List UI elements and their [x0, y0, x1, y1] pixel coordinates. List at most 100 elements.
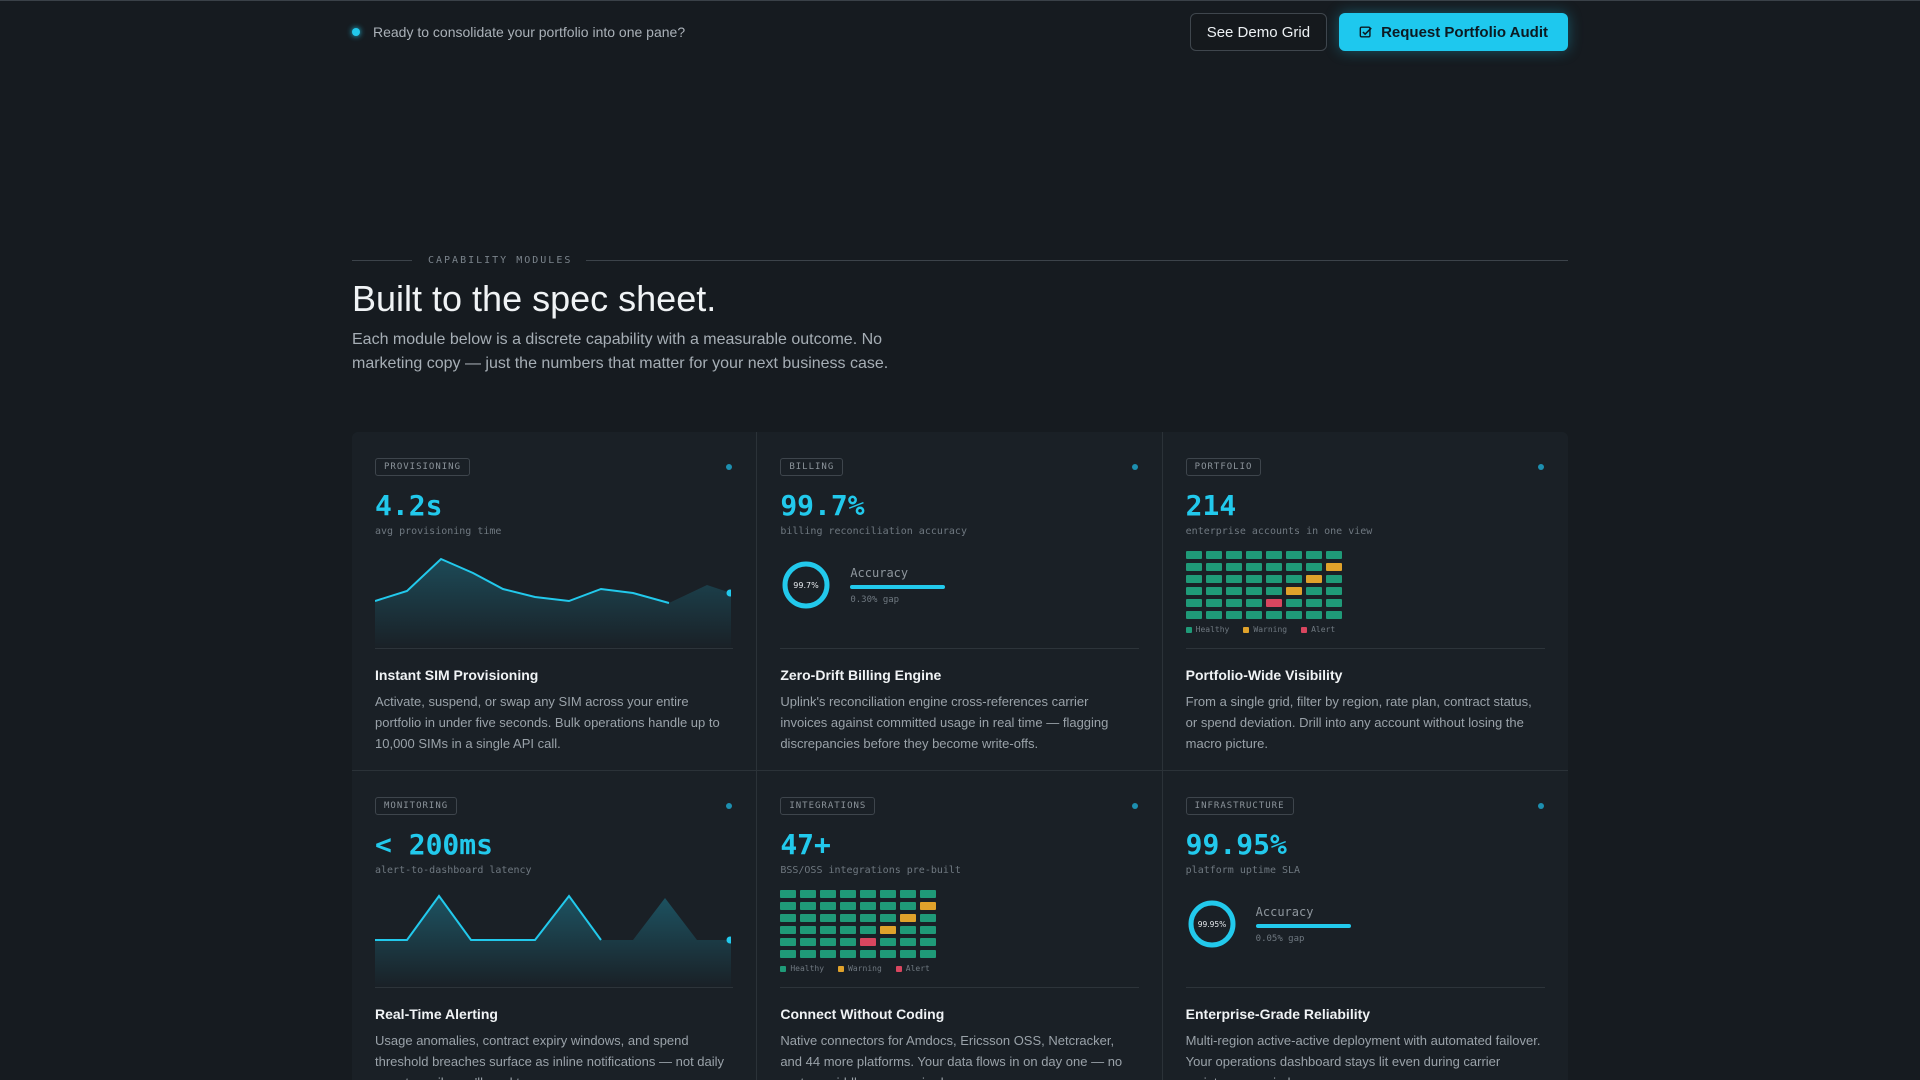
healthy-cell: [1265, 611, 1282, 619]
heatmap-grid: [780, 886, 1138, 958]
healthy-cell: [880, 938, 897, 946]
healthy-cell: [920, 938, 937, 946]
healthy-cell: [1305, 563, 1322, 571]
legend-healthy: Healthy: [790, 964, 825, 973]
gauge-gap: 0.05% gap: [1255, 933, 1305, 944]
healthy-cell: [820, 926, 837, 934]
card-tag: PROVISIONING: [375, 458, 471, 476]
gauge-label: Accuracy: [850, 565, 909, 580]
healthy-cell: [840, 926, 857, 934]
healthy-cell: [1205, 599, 1222, 607]
healthy-cell: [1265, 563, 1282, 571]
card-description: Native connectors for Amdocs, Ericsson O…: [780, 1033, 1123, 1080]
healthy-cell: [1325, 611, 1342, 619]
warning-swatch: [1243, 626, 1250, 633]
card-title: Connect Without Coding: [780, 1006, 945, 1022]
section-title: Built to the spec sheet.: [352, 278, 717, 319]
healthy-cell: [1185, 611, 1202, 619]
card-metric-label: BSS/OSS integrations pre-built: [780, 865, 961, 876]
see-demo-grid-button[interactable]: See Demo Grid: [1189, 13, 1328, 51]
gauge-ring-icon: 99.95%: [1188, 900, 1236, 948]
healthy-cell: [800, 890, 817, 898]
card-metric-label: platform uptime SLA: [1185, 865, 1301, 876]
card-metric-label: billing reconciliation accuracy: [780, 526, 967, 537]
card-description: Uplink's reconciliation engine cross-ref…: [780, 694, 1109, 751]
card-tag: INTEGRATIONS: [780, 797, 876, 815]
card-metric: < 200ms: [375, 828, 494, 861]
card-indicator-dot: [1538, 464, 1544, 470]
gauge-label: Accuracy: [1255, 904, 1314, 919]
healthy-cell: [800, 950, 817, 958]
capability-grid: PROVISIONING 4.2s avg provisioning time …: [352, 432, 1568, 1080]
cta-message: Ready to consolidate your portfolio into…: [373, 24, 686, 40]
card-title: Portfolio-Wide Visibility: [1185, 667, 1343, 683]
healthy-cell: [900, 950, 917, 958]
warning-cell: [920, 902, 937, 910]
heatmap-legend: Healthy Warning Alert: [1185, 625, 1545, 634]
healthy-cell: [900, 890, 917, 898]
healthy-cell: [1245, 551, 1262, 559]
capability-card-provisioning: PROVISIONING 4.2s avg provisioning time …: [352, 432, 758, 771]
healthy-cell: [1245, 599, 1262, 607]
legend-healthy: Healthy: [1195, 625, 1230, 634]
card-metric: 47+: [780, 828, 831, 861]
card-metric: 214: [1185, 489, 1237, 522]
healthy-cell: [780, 926, 797, 934]
heatmap-legend: Healthy Warning Alert: [780, 964, 1138, 973]
healthy-cell: [780, 950, 797, 958]
healthy-cell: [1225, 599, 1242, 607]
healthy-cell: [900, 938, 917, 946]
card-metric: 99.7%: [780, 489, 865, 522]
healthy-cell: [1325, 551, 1342, 559]
healthy-cell: [1225, 563, 1242, 571]
healthy-cell: [1205, 551, 1222, 559]
healthy-cell: [800, 902, 817, 910]
healthy-cell: [1245, 611, 1262, 619]
healthy-cell: [1305, 611, 1322, 619]
healthy-swatch: [1185, 626, 1192, 633]
alert-swatch: [1301, 626, 1308, 633]
card-tag: PORTFOLIO: [1185, 458, 1262, 476]
healthy-cell: [840, 902, 857, 910]
healthy-cell: [860, 902, 877, 910]
card-title: Instant SIM Provisioning: [375, 667, 539, 683]
legend-alert: Alert: [905, 964, 930, 973]
healthy-cell: [1185, 575, 1202, 583]
card-metric-label: avg provisioning time: [375, 526, 502, 537]
healthy-cell: [1305, 587, 1322, 595]
alert-cell: [1265, 599, 1282, 607]
healthy-cell: [840, 890, 857, 898]
card-indicator-dot: [726, 464, 733, 470]
capability-card-billing: BILLING 99.7% billing reconciliation acc…: [757, 432, 1163, 771]
healthy-cell: [840, 938, 857, 946]
card-metric-label: alert-to-dashboard latency: [375, 865, 532, 876]
healthy-cell: [1305, 599, 1322, 607]
request-portfolio-audit-button[interactable]: Request Portfolio Audit: [1339, 13, 1568, 51]
healthy-cell: [820, 902, 837, 910]
gauge-gap: 0.30% gap: [850, 594, 900, 605]
healthy-cell: [920, 926, 937, 934]
status-dot-icon: [352, 28, 360, 36]
integration-heatmap: Healthy Warning Alert: [780, 886, 1139, 988]
card-tag: MONITORING: [375, 797, 458, 815]
capability-card-infrastructure: INFRASTRUCTURE 99.95% platform uptime SL…: [1162, 771, 1568, 1080]
card-indicator-dot: [1131, 803, 1138, 809]
card-indicator-dot: [1131, 464, 1138, 470]
card-tag: INFRASTRUCTURE: [1185, 797, 1294, 815]
warning-cell: [880, 926, 897, 934]
uptime-gauge: 99.95% Accuracy 0.05% gap: [1185, 886, 1545, 988]
spike-chart: [375, 886, 734, 988]
capability-card-portfolio: PORTFOLIO 214 enterprise accounts in one…: [1162, 432, 1568, 771]
legend-warning: Warning: [1253, 625, 1288, 634]
warning-cell: [1285, 587, 1302, 595]
healthy-cell: [860, 950, 877, 958]
healthy-cell: [880, 902, 897, 910]
healthy-cell: [1325, 599, 1342, 607]
card-indicator-dot: [726, 803, 733, 809]
warning-cell: [1325, 563, 1342, 571]
healthy-cell: [840, 914, 857, 922]
healthy-cell: [900, 902, 917, 910]
healthy-cell: [820, 938, 837, 946]
healthy-cell: [880, 950, 897, 958]
healthy-cell: [1325, 575, 1342, 583]
